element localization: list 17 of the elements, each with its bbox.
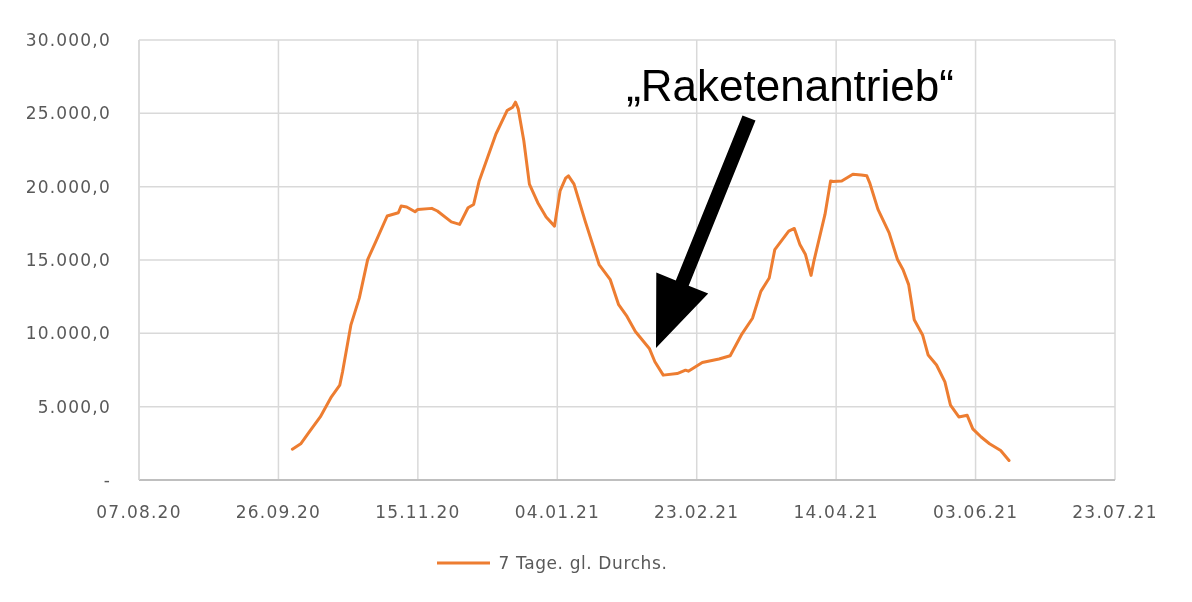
y-tick-label: 25.000,0 xyxy=(25,103,111,124)
legend-label: 7 Tage. gl. Durchs. xyxy=(498,553,668,573)
x-tick-label: 03.06.21 xyxy=(932,502,1019,523)
y-tick-label: 30.000,0 xyxy=(25,30,111,51)
y-tick-label: 5.000,0 xyxy=(37,396,111,417)
y-tick-label: 20.000,0 xyxy=(25,176,111,197)
x-tick-label: 14.04.21 xyxy=(793,502,879,523)
x-tick-label: 07.08.20 xyxy=(96,502,182,523)
x-tick-label: 23.07.21 xyxy=(1072,502,1158,523)
x-tick-label: 23.02.21 xyxy=(654,502,740,523)
y-tick-label: - xyxy=(103,470,111,491)
y-tick-label: 10.000,0 xyxy=(25,323,111,344)
annotation: „Raketenantrieb“ xyxy=(626,61,954,110)
y-tick-label: 15.000,0 xyxy=(25,250,111,271)
x-tick-label: 26.09.20 xyxy=(235,502,322,523)
x-tick-label: 04.01.21 xyxy=(514,502,600,523)
x-tick-label: 15.11.20 xyxy=(375,502,461,523)
